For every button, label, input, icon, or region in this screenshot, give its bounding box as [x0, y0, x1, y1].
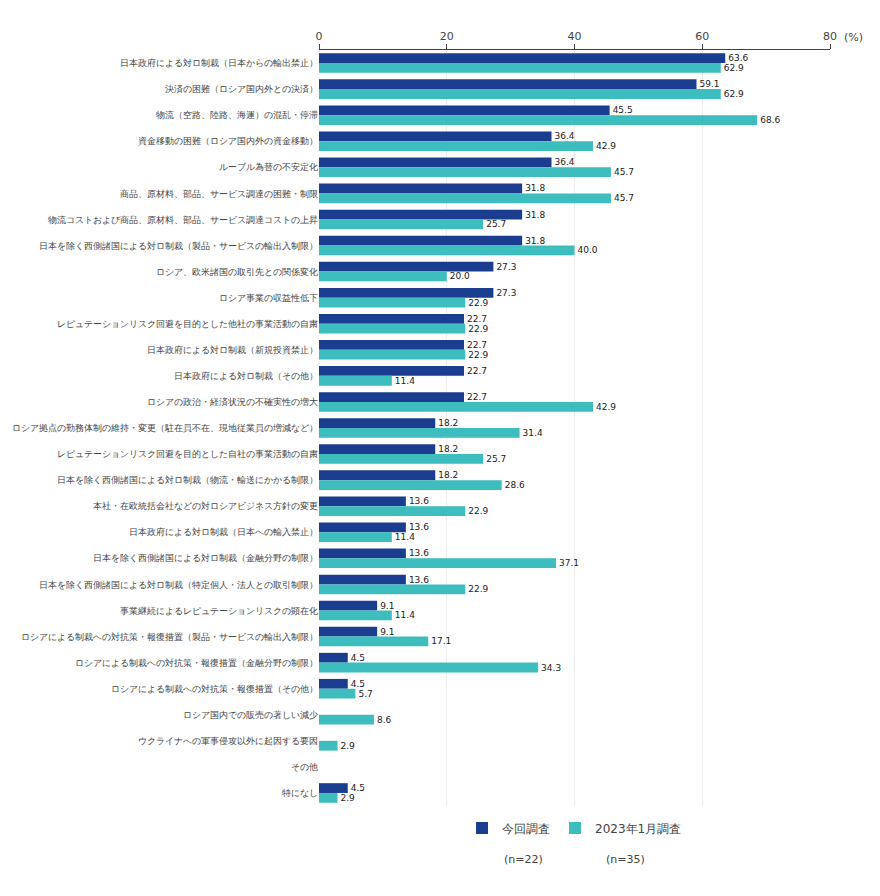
- svg-text:36.4: 36.4: [555, 157, 575, 167]
- svg-text:11.4: 11.4: [395, 532, 415, 542]
- svg-text:13.6: 13.6: [409, 522, 429, 532]
- svg-text:ロシア、欧米諸国の取引先との関係変化: ロシア、欧米諸国の取引先との関係変化: [156, 267, 318, 277]
- svg-text:36.4: 36.4: [555, 131, 575, 141]
- svg-text:37.1: 37.1: [559, 558, 579, 568]
- svg-text:ロシア拠点の勤務体制の維持・変更（駐在員不在、現地従業員の増: ロシア拠点の勤務体制の維持・変更（駐在員不在、現地従業員の増減など）: [12, 423, 318, 433]
- svg-text:42.9: 42.9: [596, 402, 616, 412]
- svg-text:17.1: 17.1: [431, 636, 451, 646]
- svg-text:45.7: 45.7: [614, 167, 634, 177]
- svg-text:42.9: 42.9: [596, 141, 616, 151]
- svg-text:ロシアによる制裁への対抗策・報復措置（製品・サービスの輸出入: ロシアによる制裁への対抗策・報復措置（製品・サービスの輸出入制限）: [21, 632, 318, 642]
- svg-text:62.9: 62.9: [724, 89, 744, 99]
- svg-text:0: 0: [316, 30, 323, 43]
- svg-text:20: 20: [440, 30, 454, 43]
- svg-text:事業継続によるレピュテーションリスクの顕在化: 事業継続によるレピュテーションリスクの顕在化: [120, 606, 318, 616]
- svg-text:34.3: 34.3: [541, 663, 561, 673]
- svg-text:22.9: 22.9: [468, 350, 488, 360]
- svg-text:45.5: 45.5: [613, 105, 633, 115]
- svg-text:(%): (%): [844, 31, 863, 44]
- svg-text:27.3: 27.3: [496, 262, 516, 272]
- svg-text:25.7: 25.7: [486, 219, 506, 229]
- svg-text:決済の困難（ロシア国内外との決済）: 決済の困難（ロシア国内外との決済）: [165, 84, 318, 94]
- svg-text:ロシア国内での販売の著しい減少: ロシア国内での販売の著しい減少: [183, 710, 318, 720]
- svg-text:20.0: 20.0: [450, 271, 470, 281]
- svg-text:物流コストおよび商品、原材料、部品、サービス調達コストの上昇: 物流コストおよび商品、原材料、部品、サービス調達コストの上昇: [48, 215, 318, 225]
- svg-text:ウクライナへの軍事侵攻以外に起因する要因: ウクライナへの軍事侵攻以外に起因する要因: [138, 736, 318, 746]
- svg-text:4.5: 4.5: [351, 679, 365, 689]
- svg-text:ロシアによる制裁への対抗策・報復措置（金融分野の制限）: ロシアによる制裁への対抗策・報復措置（金融分野の制限）: [75, 658, 318, 668]
- svg-text:45.7: 45.7: [614, 193, 634, 203]
- svg-text:22.9: 22.9: [468, 324, 488, 334]
- svg-text:(n=22): (n=22): [504, 853, 543, 866]
- svg-text:ルーブル為替の不安定化: ルーブル為替の不安定化: [219, 162, 318, 172]
- svg-text:62.9: 62.9: [724, 63, 744, 73]
- svg-text:本社・在欧統括会社などの対ロシアビジネス方針の変更: 本社・在欧統括会社などの対ロシアビジネス方針の変更: [93, 501, 318, 511]
- svg-text:日本を除く西側諸国による対ロ制裁（物流・輸送にかかる制限）: 日本を除く西側諸国による対ロ制裁（物流・輸送にかかる制限）: [57, 475, 318, 485]
- svg-text:22.9: 22.9: [468, 298, 488, 308]
- svg-text:8.6: 8.6: [377, 715, 392, 725]
- svg-text:31.4: 31.4: [523, 428, 543, 438]
- svg-text:2.9: 2.9: [341, 793, 356, 803]
- svg-text:2.9: 2.9: [341, 741, 356, 751]
- svg-text:60: 60: [695, 30, 709, 43]
- svg-text:商品、原材料、部品、サービス調達の困難・制限: 商品、原材料、部品、サービス調達の困難・制限: [120, 189, 318, 199]
- svg-text:31.8: 31.8: [525, 183, 545, 193]
- svg-text:ロシア事業の収益性低下: ロシア事業の収益性低下: [219, 293, 318, 303]
- svg-text:2023年1月調査: 2023年1月調査: [595, 822, 681, 836]
- svg-text:63.6: 63.6: [728, 53, 748, 63]
- svg-text:22.7: 22.7: [467, 366, 487, 376]
- svg-text:11.4: 11.4: [395, 376, 415, 386]
- svg-text:11.4: 11.4: [395, 610, 415, 620]
- svg-text:日本政府による対ロ制裁（その他）: 日本政府による対ロ制裁（その他）: [174, 371, 318, 381]
- svg-text:40.0: 40.0: [578, 245, 598, 255]
- svg-text:18.2: 18.2: [438, 444, 458, 454]
- svg-text:22.7: 22.7: [467, 392, 487, 402]
- svg-text:物流（空路、陸路、海運）の混乱・停滞: 物流（空路、陸路、海運）の混乱・停滞: [156, 110, 318, 120]
- svg-text:22.9: 22.9: [468, 506, 488, 516]
- svg-text:日本を除く西側諸国による対ロ制裁（金融分野の制限）: 日本を除く西側諸国による対ロ制裁（金融分野の制限）: [93, 553, 318, 563]
- svg-text:22.7: 22.7: [467, 314, 487, 324]
- svg-text:日本を除く西側諸国による対ロ制裁（製品・サービスの輸出入制限: 日本を除く西側諸国による対ロ制裁（製品・サービスの輸出入制限）: [39, 241, 318, 251]
- svg-text:13.6: 13.6: [409, 575, 429, 585]
- svg-text:68.6: 68.6: [760, 115, 780, 125]
- svg-text:資金移動の困難（ロシア国内外の資金移動）: 資金移動の困難（ロシア国内外の資金移動）: [138, 136, 318, 146]
- svg-text:22.9: 22.9: [468, 584, 488, 594]
- svg-text:日本政府による対ロ制裁（新規投資禁止）: 日本政府による対ロ制裁（新規投資禁止）: [147, 345, 318, 355]
- svg-text:日本政府による対ロ制裁（日本からの輸出禁止）: 日本政府による対ロ制裁（日本からの輸出禁止）: [120, 58, 318, 68]
- svg-text:31.8: 31.8: [525, 236, 545, 246]
- svg-text:レピュテーションリスク回避を目的とした自社の事業活動の自粛: レピュテーションリスク回避を目的とした自社の事業活動の自粛: [57, 449, 318, 459]
- svg-text:13.6: 13.6: [409, 496, 429, 506]
- svg-text:80: 80: [823, 30, 837, 43]
- svg-text:28.6: 28.6: [505, 480, 525, 490]
- svg-text:9.1: 9.1: [380, 601, 394, 611]
- svg-text:25.7: 25.7: [486, 454, 506, 464]
- svg-text:40: 40: [568, 30, 582, 43]
- svg-text:4.5: 4.5: [351, 783, 365, 793]
- svg-text:特になし: 特になし: [282, 788, 318, 798]
- svg-text:5.7: 5.7: [358, 689, 372, 699]
- svg-text:今回調査: 今回調査: [502, 822, 550, 836]
- svg-text:日本を除く西側諸国による対ロ制裁（特定個人・法人との取引制限: 日本を除く西側諸国による対ロ制裁（特定個人・法人との取引制限）: [39, 580, 318, 590]
- svg-text:レピュテーションリスク回避を目的とした他社の事業活動の自粛: レピュテーションリスク回避を目的とした他社の事業活動の自粛: [57, 319, 318, 329]
- svg-text:18.2: 18.2: [438, 470, 458, 480]
- svg-text:9.1: 9.1: [380, 627, 394, 637]
- svg-text:ロシアの政治・経済状況の不確実性の増大: ロシアの政治・経済状況の不確実性の増大: [147, 397, 318, 407]
- svg-text:(n=35): (n=35): [606, 853, 645, 866]
- svg-text:22.7: 22.7: [467, 340, 487, 350]
- svg-text:日本政府による対ロ制裁（日本への輸入禁止）: 日本政府による対ロ制裁（日本への輸入禁止）: [129, 527, 318, 537]
- svg-text:ロシアによる制裁への対抗策・報復措置（その他）: ロシアによる制裁への対抗策・報復措置（その他）: [111, 684, 318, 694]
- svg-text:27.3: 27.3: [496, 288, 516, 298]
- svg-text:31.8: 31.8: [525, 210, 545, 220]
- svg-text:59.1: 59.1: [700, 79, 720, 89]
- svg-text:4.5: 4.5: [351, 653, 365, 663]
- svg-text:13.6: 13.6: [409, 548, 429, 558]
- svg-text:その他: その他: [291, 762, 318, 772]
- svg-text:18.2: 18.2: [438, 418, 458, 428]
